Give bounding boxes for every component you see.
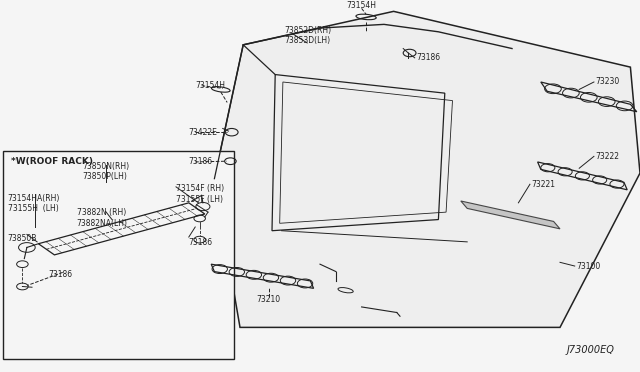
Text: 73154H: 73154H (195, 81, 225, 90)
Text: 73850B: 73850B (8, 234, 37, 243)
Text: *W(ROOF RACK): *W(ROOF RACK) (11, 157, 93, 167)
Polygon shape (214, 12, 640, 327)
Text: 73100: 73100 (576, 262, 600, 270)
Text: 73221: 73221 (531, 180, 555, 189)
Text: 73186: 73186 (48, 270, 72, 279)
Text: 73230: 73230 (595, 77, 620, 87)
Text: 73422E: 73422E (189, 128, 218, 137)
Text: 73154F (RH)
73155F (LH): 73154F (RH) 73155F (LH) (176, 184, 224, 203)
Text: 73210: 73210 (257, 295, 281, 304)
Text: J73000EQ: J73000EQ (566, 345, 614, 355)
Text: 73186: 73186 (416, 53, 440, 62)
Text: 73154H: 73154H (347, 1, 376, 10)
Text: 73154HA(RH)
73155H  (LH): 73154HA(RH) 73155H (LH) (8, 193, 60, 213)
Text: 73186: 73186 (189, 157, 213, 166)
Bar (3, 151, 234, 359)
Text: 73222: 73222 (595, 152, 620, 161)
Text: 73186: 73186 (189, 238, 213, 247)
Text: 73852D(RH)
73853D(LH): 73852D(RH) 73853D(LH) (285, 26, 332, 45)
Text: 73882N (RH)
73882NA(LH): 73882N (RH) 73882NA(LH) (77, 208, 128, 228)
Text: 73850N(RH)
73850P(LH): 73850N(RH) 73850P(LH) (82, 162, 129, 181)
Polygon shape (461, 201, 560, 229)
